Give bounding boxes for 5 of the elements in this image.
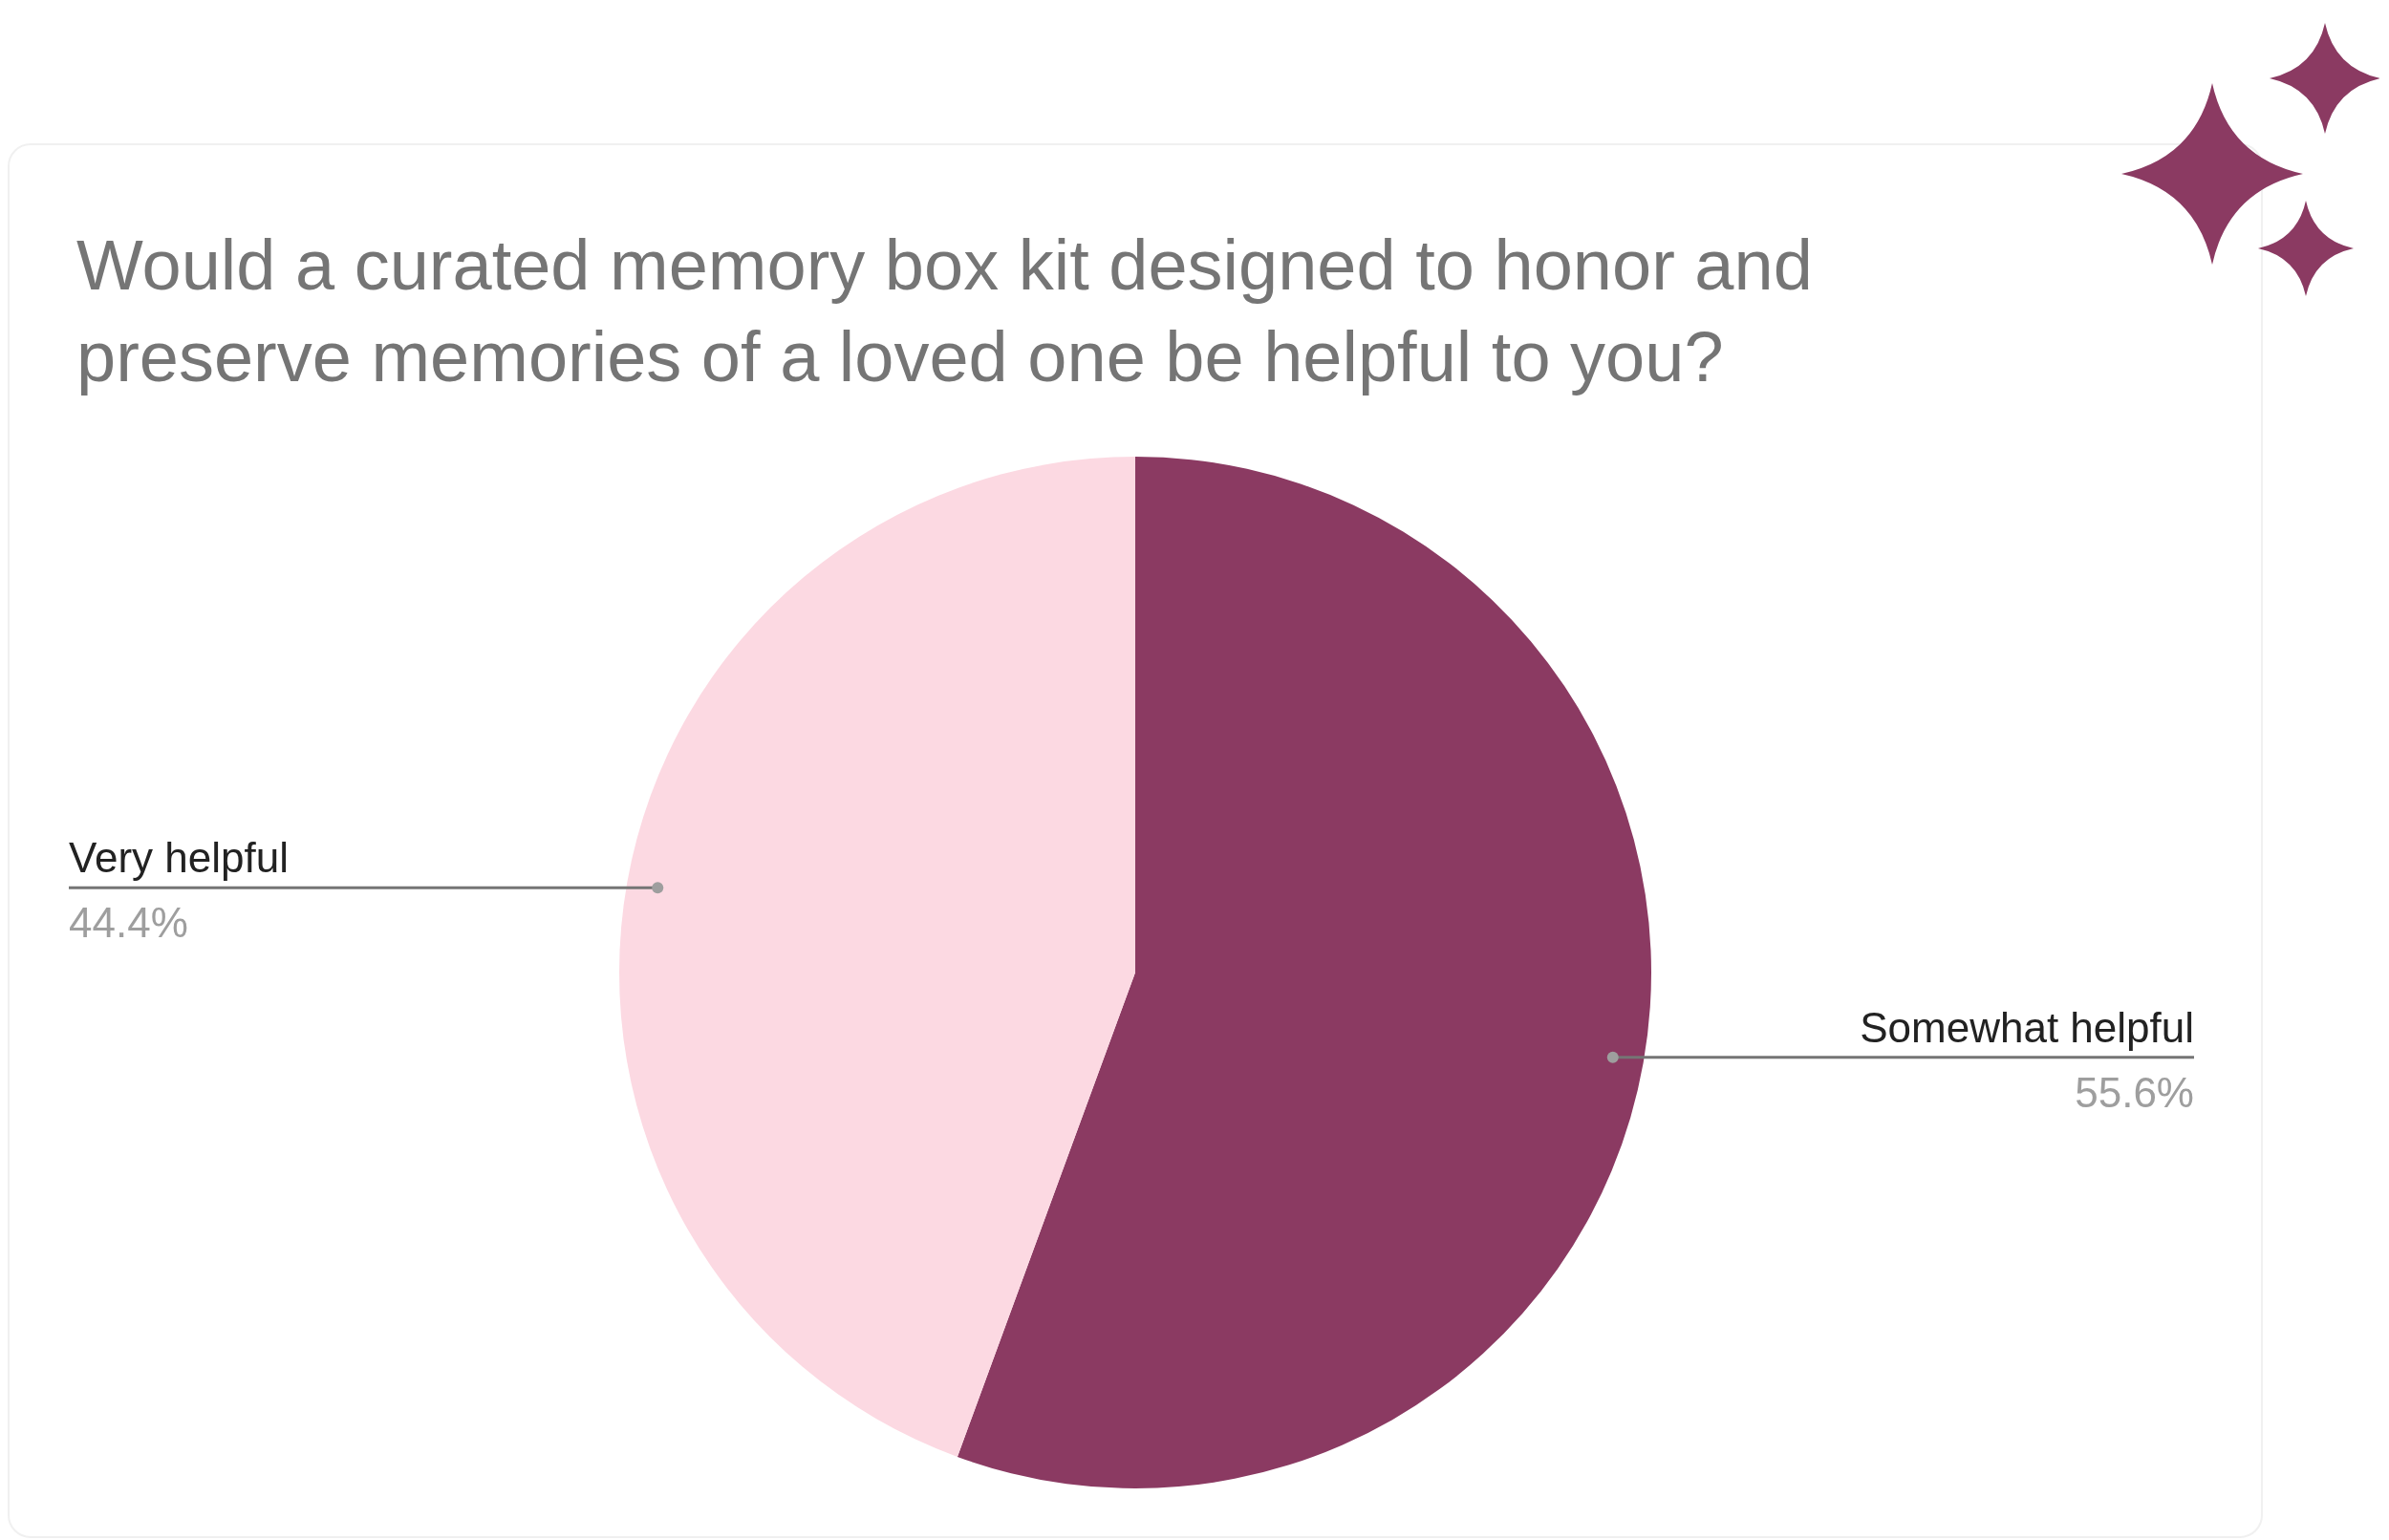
chart-title: Would a curated memory box kit designed to honor and preserve memories of a loved one be helpful to you? (76, 225, 1814, 398)
slice-label: Very helpful (69, 834, 289, 882)
data-label: 44.4% (69, 899, 188, 947)
slice-label: Somewhat helpful (1860, 1003, 2194, 1051)
data-label: 55.6% (2075, 1068, 2194, 1116)
